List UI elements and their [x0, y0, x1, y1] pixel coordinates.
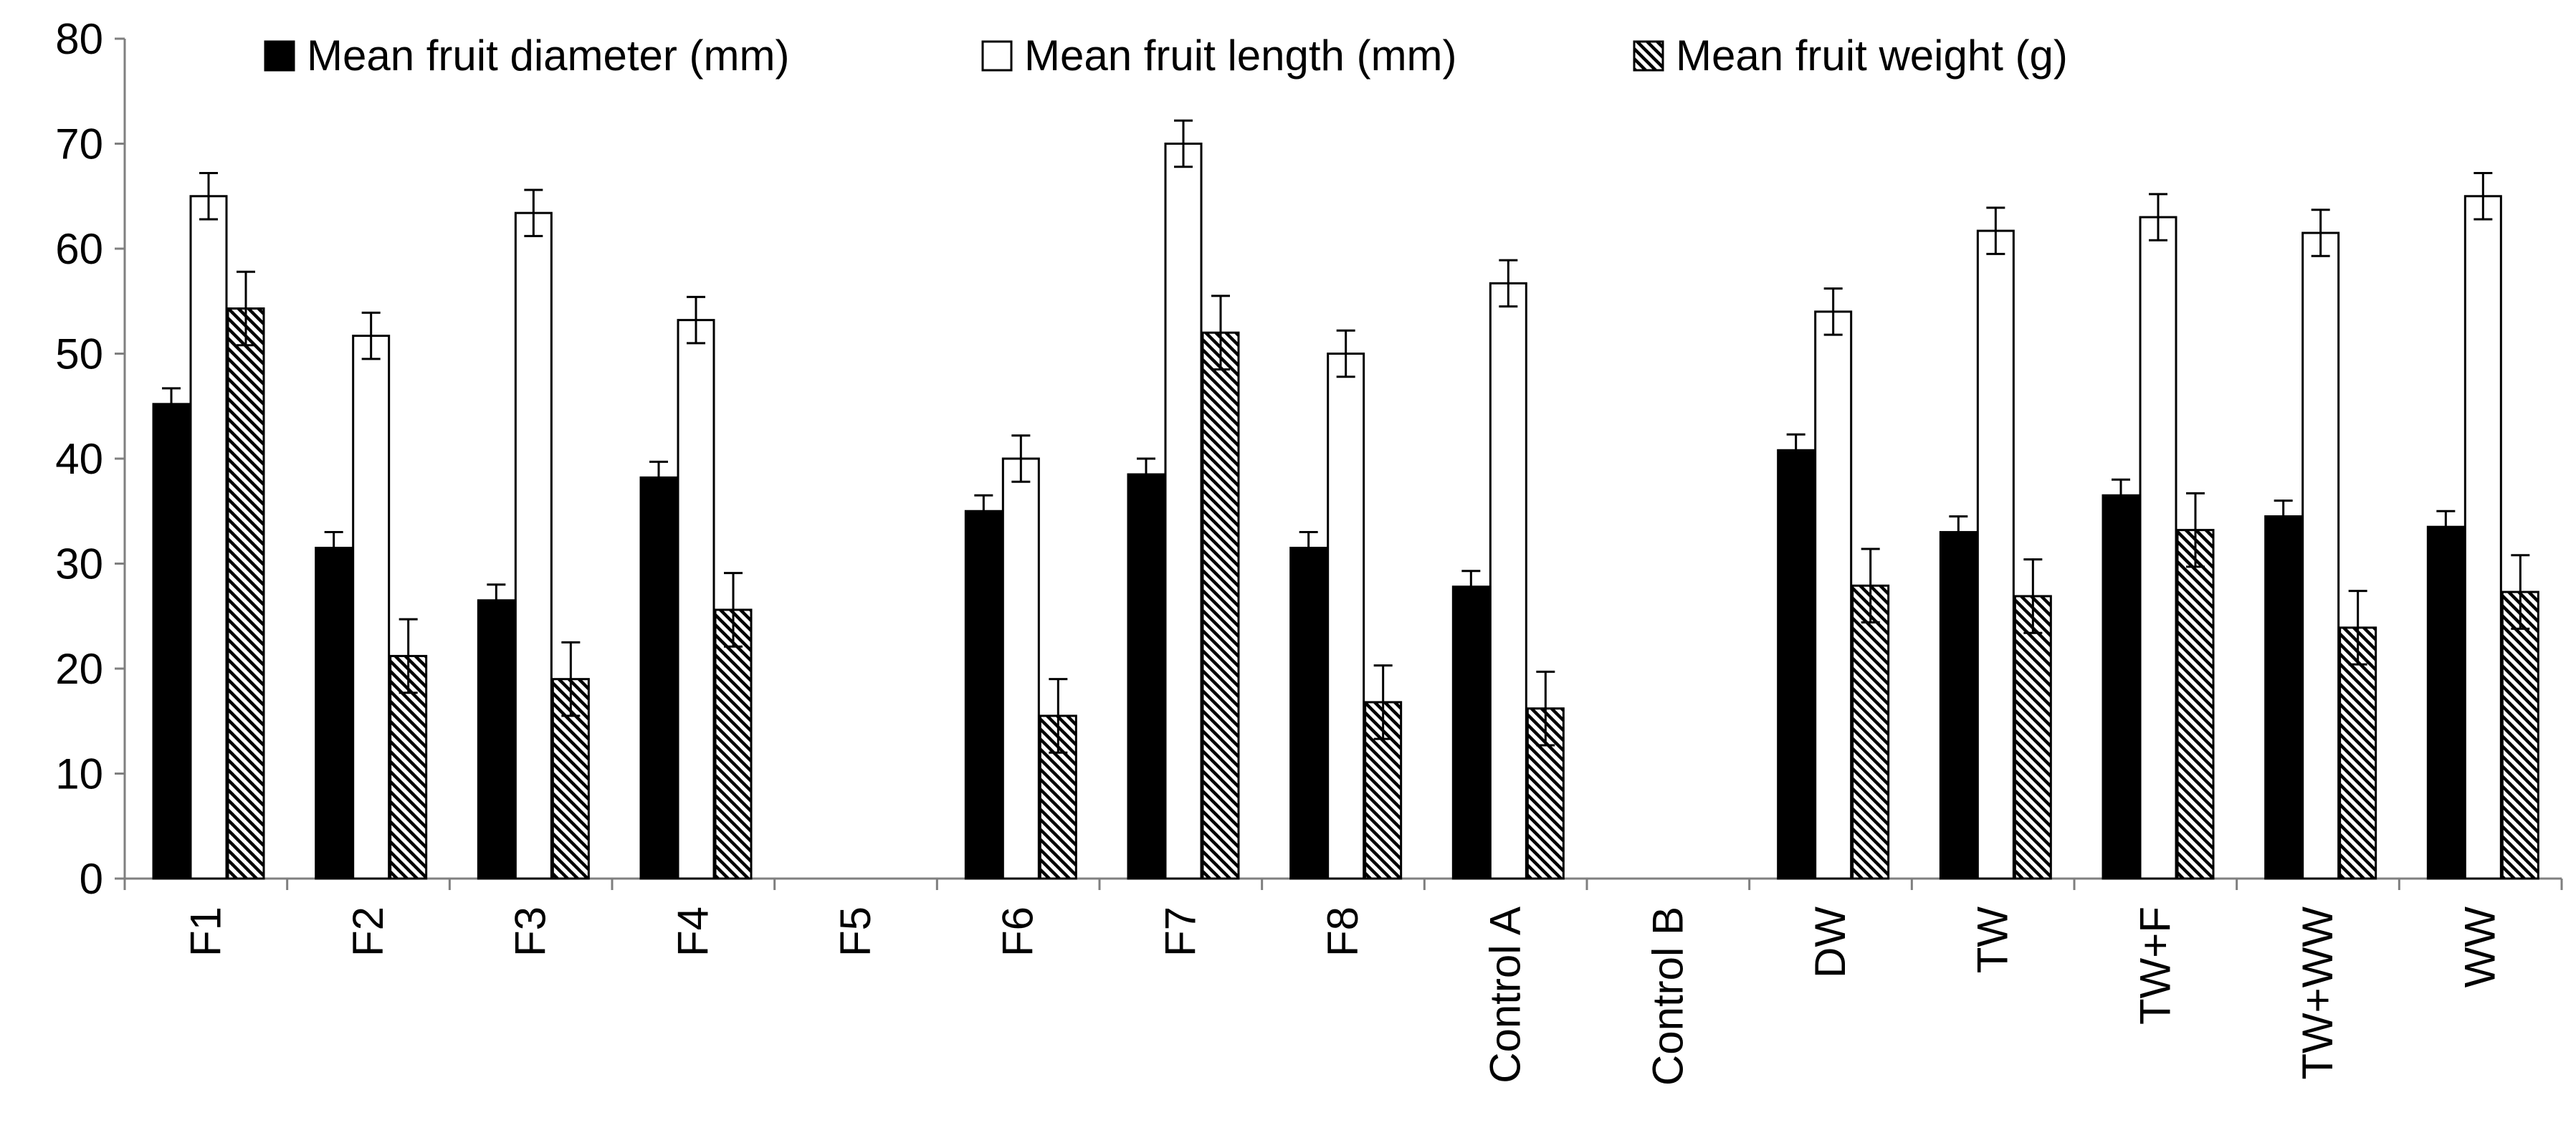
bar-open	[352, 335, 391, 880]
bar-open	[1001, 457, 1040, 880]
bar-solid	[315, 547, 353, 880]
bar-hatched	[1201, 331, 1240, 880]
y-tick-label: 80	[55, 15, 103, 63]
y-tick-label: 50	[55, 330, 103, 378]
bar-open	[2139, 216, 2177, 880]
y-tick-label: 70	[55, 120, 103, 168]
bar-open	[677, 319, 715, 880]
bar-hatched	[226, 307, 265, 880]
legend-label: Mean fruit length (mm)	[1024, 32, 1457, 80]
bar-solid	[1451, 585, 1490, 880]
bar-solid	[1289, 547, 1328, 880]
legend-label: Mean fruit diameter (mm)	[307, 32, 789, 80]
bar-open	[1814, 310, 1853, 880]
bar-solid	[1127, 473, 1165, 880]
x-category-label: F3	[507, 907, 555, 957]
y-tick-label: 30	[55, 540, 103, 588]
y-tick-label: 10	[55, 750, 103, 798]
bar-hatched	[2176, 529, 2215, 880]
bar-solid	[2264, 515, 2303, 880]
bar-solid	[964, 510, 1003, 880]
bar-solid	[1777, 449, 1816, 880]
x-category-label: F1	[181, 907, 229, 957]
bar-open	[2301, 231, 2340, 880]
bar-hatched	[714, 608, 753, 880]
legend-swatch-open	[981, 40, 1013, 72]
x-category-label: F5	[831, 907, 879, 957]
y-tick-label: 40	[55, 435, 103, 483]
legend-swatch-hatched	[1633, 40, 1664, 72]
bar-hatched	[2501, 590, 2539, 880]
bar-open	[2463, 195, 2502, 880]
bar-solid	[639, 476, 678, 880]
legend-swatch-solid	[264, 40, 295, 72]
x-category-label: WW	[2456, 907, 2504, 988]
bar-open	[1976, 229, 2015, 880]
x-category-label: TW+F	[2131, 907, 2179, 1025]
bar-hatched	[1851, 584, 1890, 880]
y-tick-label: 60	[55, 225, 103, 273]
y-tick-label: 0	[80, 855, 103, 903]
bar-solid	[477, 599, 515, 880]
x-category-label: Control B	[1644, 907, 1692, 1086]
x-category-label: Control A	[1482, 907, 1530, 1084]
bar-hatched	[2013, 595, 2052, 880]
x-category-label: F2	[344, 907, 392, 957]
bar-open	[189, 195, 228, 880]
bar-solid	[152, 403, 191, 880]
x-category-label: TW+WW	[2294, 907, 2342, 1080]
bar-open	[514, 211, 553, 880]
bar-open	[1164, 143, 1203, 880]
plot-area: 0 10 20 30 40 50 60 70 80 F1 F2 F3 F4 F5 F6 F7 F8 Control…	[55, 15, 2563, 1086]
x-category-label: DW	[1806, 907, 1854, 978]
x-category-label: F8	[1319, 907, 1367, 957]
y-tick-label: 20	[55, 645, 103, 693]
legend-label: Mean fruit weight (g)	[1676, 32, 2068, 80]
x-category-label: F6	[994, 907, 1042, 957]
bar-solid	[2426, 525, 2465, 880]
bar-solid	[1939, 531, 1978, 880]
x-category-label: F7	[1156, 907, 1204, 957]
x-category-label: TW	[1969, 907, 2017, 974]
bar-solid	[2102, 494, 2140, 880]
bar-open	[1327, 353, 1365, 880]
bar-open	[1489, 282, 1527, 880]
x-category-label: F4	[669, 907, 717, 957]
